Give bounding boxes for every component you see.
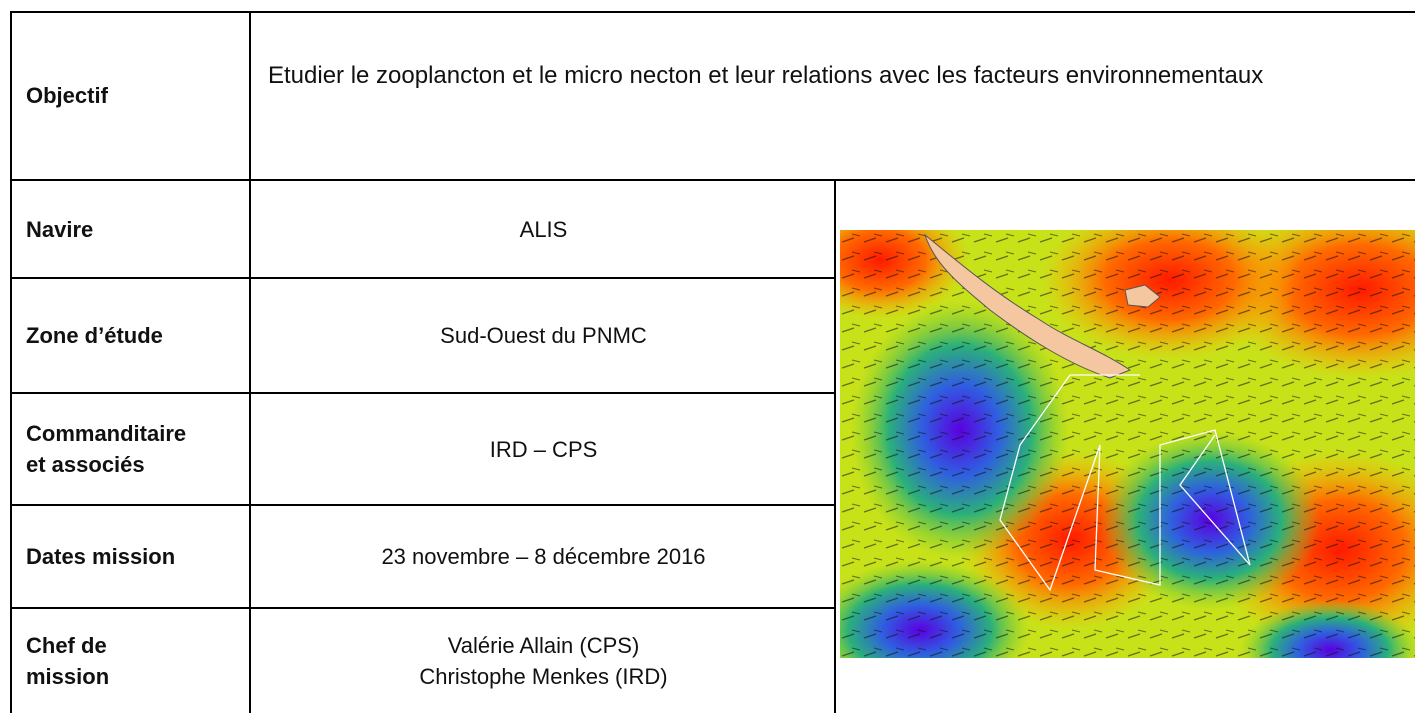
text-line: Valérie Allain (CPS) [448, 630, 640, 661]
text-line: ALIS [520, 214, 568, 245]
text-line: 23 novembre – 8 décembre 2016 [381, 541, 705, 572]
text-line: Commanditaire [26, 418, 246, 449]
row-value: Valérie Allain (CPS)Christophe Menkes (I… [252, 608, 835, 713]
page: Objectif Etudier le zooplancton et le mi… [0, 0, 1415, 713]
row-label: Navire [26, 180, 246, 278]
row-value: ALIS [252, 180, 835, 278]
row-value: IRD – CPS [252, 393, 835, 505]
objective-text: Etudier le zooplancton et le micro necto… [268, 12, 1368, 179]
objective-label: Objectif [26, 12, 246, 179]
row-value: 23 novembre – 8 décembre 2016 [252, 505, 835, 608]
text-line: Dates mission [26, 541, 246, 572]
row-label: Dates mission [26, 505, 246, 608]
map-image [840, 230, 1415, 658]
text-line: Christophe Menkes (IRD) [419, 661, 667, 692]
border [249, 11, 251, 713]
text-line: IRD – CPS [490, 434, 598, 465]
row-label: Zone d’étude [26, 278, 246, 393]
text-line: Navire [26, 214, 246, 245]
text-line: Zone d’étude [26, 320, 246, 351]
text-line: Chef de [26, 630, 246, 661]
border [10, 11, 12, 713]
text-line: mission [26, 661, 246, 692]
text-line: Sud-Ouest du PNMC [440, 320, 647, 351]
text-line: et associés [26, 449, 246, 480]
row-value: Sud-Ouest du PNMC [252, 278, 835, 393]
